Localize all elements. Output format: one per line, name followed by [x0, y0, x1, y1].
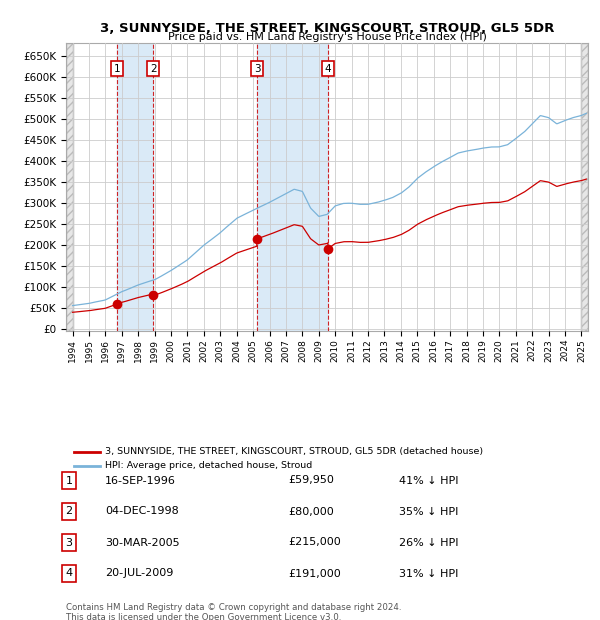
Text: 2: 2 — [150, 64, 157, 74]
Text: HPI: Average price, detached house, Stroud: HPI: Average price, detached house, Stro… — [105, 461, 313, 471]
Text: 30-MAR-2005: 30-MAR-2005 — [105, 538, 179, 547]
Bar — [257, 43, 328, 331]
Text: 04-DEC-1998: 04-DEC-1998 — [105, 507, 179, 516]
Text: £215,000: £215,000 — [288, 538, 341, 547]
Text: £80,000: £80,000 — [288, 507, 334, 516]
Text: 3, SUNNYSIDE, THE STREET, KINGSCOURT, STROUD, GL5 5DR (detached house): 3, SUNNYSIDE, THE STREET, KINGSCOURT, ST… — [105, 447, 483, 456]
Text: 4: 4 — [325, 64, 331, 74]
Text: Contains HM Land Registry data © Crown copyright and database right 2024.: Contains HM Land Registry data © Crown c… — [66, 603, 401, 612]
Bar — [581, 43, 588, 331]
Bar — [66, 43, 73, 331]
Text: 3, SUNNYSIDE, THE STREET, KINGSCOURT, STROUD, GL5 5DR: 3, SUNNYSIDE, THE STREET, KINGSCOURT, ST… — [100, 22, 554, 35]
Text: 41% ↓ HPI: 41% ↓ HPI — [399, 476, 458, 485]
Text: 16-SEP-1996: 16-SEP-1996 — [105, 476, 176, 485]
Text: £59,950: £59,950 — [288, 476, 334, 485]
Text: 20-JUL-2009: 20-JUL-2009 — [105, 569, 173, 578]
Bar — [117, 43, 154, 331]
Text: 4: 4 — [65, 569, 73, 578]
Text: 31% ↓ HPI: 31% ↓ HPI — [399, 569, 458, 578]
Text: 26% ↓ HPI: 26% ↓ HPI — [399, 538, 458, 547]
Bar — [66, 43, 73, 331]
Text: 35% ↓ HPI: 35% ↓ HPI — [399, 507, 458, 516]
Text: 3: 3 — [254, 64, 260, 74]
Text: Price paid vs. HM Land Registry's House Price Index (HPI): Price paid vs. HM Land Registry's House … — [167, 32, 487, 42]
Text: 1: 1 — [114, 64, 121, 74]
Text: 1: 1 — [65, 476, 73, 485]
Text: This data is licensed under the Open Government Licence v3.0.: This data is licensed under the Open Gov… — [66, 613, 341, 620]
Text: 3: 3 — [65, 538, 73, 547]
Text: 2: 2 — [65, 507, 73, 516]
Bar — [581, 43, 588, 331]
Text: £191,000: £191,000 — [288, 569, 341, 578]
